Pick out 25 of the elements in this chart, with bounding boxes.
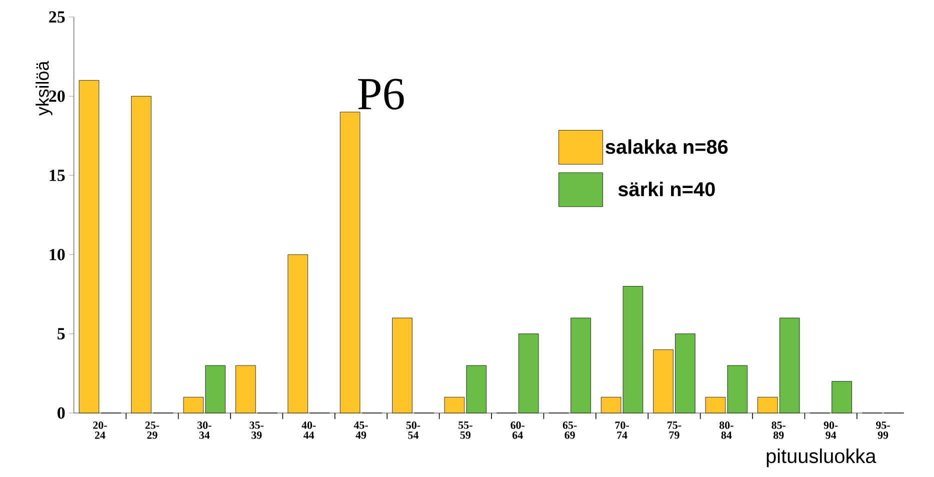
x-tick-label: 30-34 bbox=[198, 422, 212, 439]
x-tick-label: 35-39 bbox=[250, 422, 264, 439]
x-tick-label: 45-49 bbox=[354, 422, 368, 439]
legend-label: salakka n=86 bbox=[606, 139, 728, 154]
x-axis-title: pituusluokka bbox=[766, 448, 876, 468]
y-tick-label: 15 bbox=[50, 170, 65, 182]
x-tick-label: 85-89 bbox=[772, 422, 786, 439]
x-tick-label: 80-84 bbox=[719, 422, 734, 439]
x-tick-label: 70-74 bbox=[615, 422, 629, 439]
y-tick-label: 5 bbox=[58, 328, 65, 340]
x-tick-label: 95-99 bbox=[876, 422, 890, 439]
x-tick-label: 90-94 bbox=[824, 422, 838, 439]
x-tick-label: 40-44 bbox=[302, 422, 316, 439]
x-tick-label: 65-69 bbox=[562, 422, 577, 439]
legend-label: särki n=40 bbox=[618, 182, 715, 196]
x-tick-label: 20-24 bbox=[93, 422, 107, 439]
text: P6 bbox=[358, 78, 404, 110]
x-tick-label: 55-59 bbox=[458, 422, 472, 439]
y-tick-label: 25 bbox=[49, 11, 65, 23]
x-tick-label: 75-79 bbox=[668, 422, 682, 439]
x-tick-label: 50-54 bbox=[406, 422, 420, 439]
y-tick-label: 10 bbox=[50, 248, 65, 260]
x-tick-label: 25-29 bbox=[145, 422, 160, 439]
y-tick-label: 0 bbox=[58, 407, 65, 419]
x-tick-label: 60-64 bbox=[510, 422, 525, 439]
